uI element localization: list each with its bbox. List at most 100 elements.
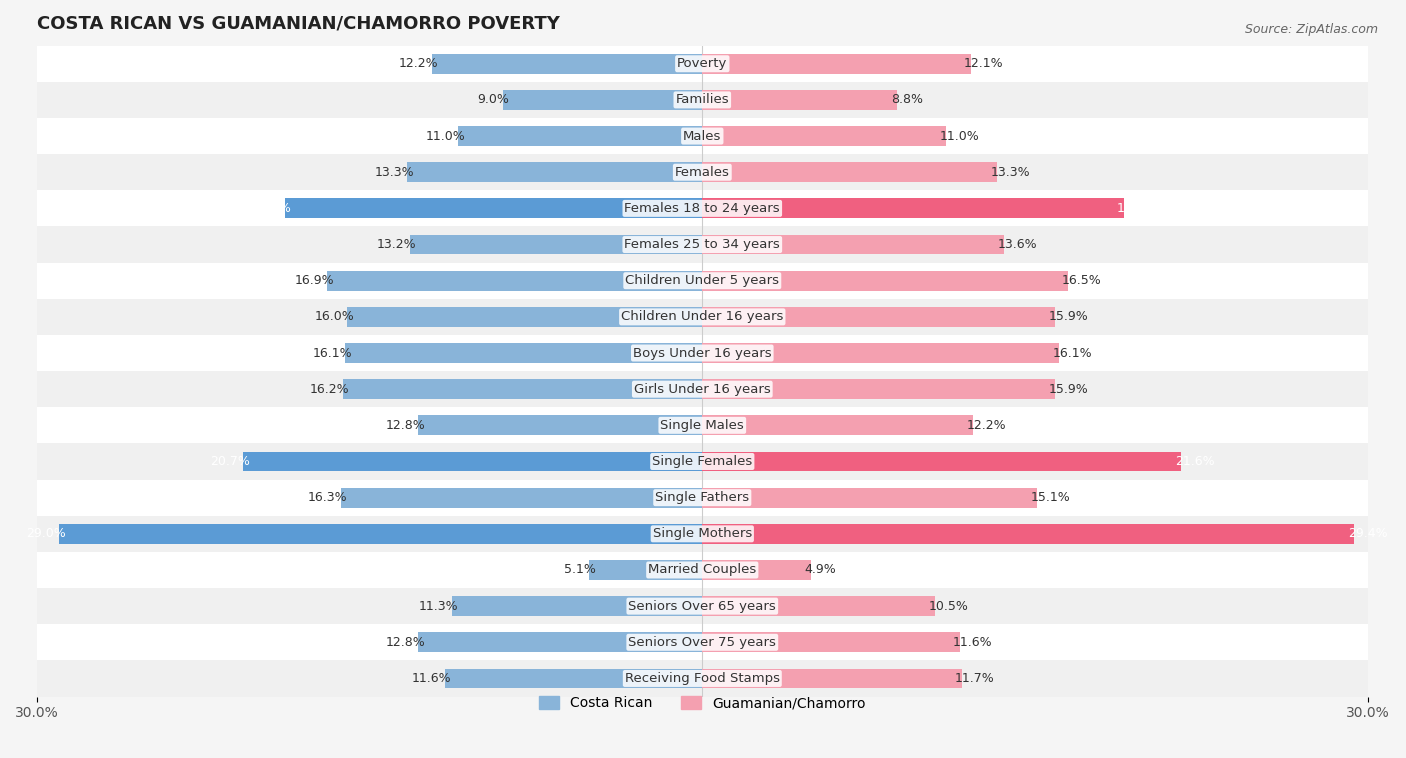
Text: Single Males: Single Males bbox=[661, 419, 744, 432]
Bar bbox=[37, 335, 1368, 371]
Text: Seniors Over 75 years: Seniors Over 75 years bbox=[628, 636, 776, 649]
Text: Families: Families bbox=[675, 93, 730, 106]
Text: 29.4%: 29.4% bbox=[1348, 528, 1388, 540]
Text: 12.2%: 12.2% bbox=[966, 419, 1005, 432]
Bar bbox=[703, 90, 897, 110]
Bar bbox=[37, 227, 1368, 262]
Text: 12.2%: 12.2% bbox=[399, 58, 439, 70]
Text: 10.5%: 10.5% bbox=[928, 600, 969, 612]
Text: Females 25 to 34 years: Females 25 to 34 years bbox=[624, 238, 780, 251]
Text: 5.1%: 5.1% bbox=[564, 563, 596, 577]
Bar bbox=[37, 82, 1368, 118]
Bar bbox=[409, 234, 703, 255]
Text: 13.3%: 13.3% bbox=[991, 166, 1031, 179]
Text: 11.0%: 11.0% bbox=[425, 130, 465, 143]
Bar bbox=[59, 524, 703, 543]
Text: 13.2%: 13.2% bbox=[377, 238, 416, 251]
Bar bbox=[703, 415, 973, 435]
Bar bbox=[703, 126, 946, 146]
Bar bbox=[37, 190, 1368, 227]
Text: 16.1%: 16.1% bbox=[1053, 346, 1092, 359]
Text: 15.1%: 15.1% bbox=[1031, 491, 1070, 504]
Bar bbox=[432, 54, 703, 74]
Text: 20.7%: 20.7% bbox=[209, 455, 250, 468]
Text: 16.2%: 16.2% bbox=[309, 383, 350, 396]
Text: 15.9%: 15.9% bbox=[1049, 310, 1088, 324]
Text: 18.8%: 18.8% bbox=[252, 202, 292, 215]
Bar bbox=[703, 524, 1354, 543]
Bar bbox=[703, 271, 1069, 290]
Text: 13.3%: 13.3% bbox=[374, 166, 413, 179]
Bar bbox=[37, 371, 1368, 407]
Text: 16.0%: 16.0% bbox=[315, 310, 354, 324]
Text: Single Fathers: Single Fathers bbox=[655, 491, 749, 504]
Text: Boys Under 16 years: Boys Under 16 years bbox=[633, 346, 772, 359]
Text: 13.6%: 13.6% bbox=[997, 238, 1038, 251]
Text: 16.5%: 16.5% bbox=[1062, 274, 1101, 287]
Bar bbox=[703, 199, 1123, 218]
Bar bbox=[340, 487, 703, 508]
Text: 4.9%: 4.9% bbox=[804, 563, 837, 577]
Bar bbox=[703, 669, 962, 688]
Bar bbox=[703, 162, 997, 182]
Text: COSTA RICAN VS GUAMANIAN/CHAMORRO POVERTY: COSTA RICAN VS GUAMANIAN/CHAMORRO POVERT… bbox=[37, 15, 560, 33]
Text: 16.1%: 16.1% bbox=[312, 346, 352, 359]
Text: 15.9%: 15.9% bbox=[1049, 383, 1088, 396]
Bar bbox=[243, 452, 703, 471]
Text: 9.0%: 9.0% bbox=[478, 93, 509, 106]
Text: Males: Males bbox=[683, 130, 721, 143]
Bar bbox=[37, 515, 1368, 552]
Bar bbox=[458, 126, 703, 146]
Bar bbox=[703, 452, 1181, 471]
Legend: Costa Rican, Guamanian/Chamorro: Costa Rican, Guamanian/Chamorro bbox=[533, 691, 872, 716]
Text: Girls Under 16 years: Girls Under 16 years bbox=[634, 383, 770, 396]
Text: Females 18 to 24 years: Females 18 to 24 years bbox=[624, 202, 780, 215]
Text: Married Couples: Married Couples bbox=[648, 563, 756, 577]
Bar bbox=[503, 90, 703, 110]
Text: 12.8%: 12.8% bbox=[385, 419, 425, 432]
Bar bbox=[37, 625, 1368, 660]
Text: 8.8%: 8.8% bbox=[891, 93, 922, 106]
Text: Source: ZipAtlas.com: Source: ZipAtlas.com bbox=[1244, 23, 1378, 36]
Text: Poverty: Poverty bbox=[678, 58, 727, 70]
Bar bbox=[285, 199, 703, 218]
Bar bbox=[37, 480, 1368, 515]
Bar bbox=[419, 415, 703, 435]
Text: 11.3%: 11.3% bbox=[419, 600, 458, 612]
Bar bbox=[37, 262, 1368, 299]
Bar bbox=[703, 379, 1054, 399]
Text: 21.6%: 21.6% bbox=[1175, 455, 1215, 468]
Text: Seniors Over 65 years: Seniors Over 65 years bbox=[628, 600, 776, 612]
Text: 12.8%: 12.8% bbox=[385, 636, 425, 649]
Bar bbox=[589, 560, 703, 580]
Bar bbox=[328, 271, 703, 290]
Text: 11.6%: 11.6% bbox=[953, 636, 993, 649]
Bar bbox=[343, 379, 703, 399]
Bar bbox=[37, 118, 1368, 154]
Text: Children Under 16 years: Children Under 16 years bbox=[621, 310, 783, 324]
Bar bbox=[347, 307, 703, 327]
Bar bbox=[703, 234, 1004, 255]
Bar bbox=[37, 299, 1368, 335]
Bar bbox=[446, 669, 703, 688]
Bar bbox=[419, 632, 703, 652]
Bar bbox=[408, 162, 703, 182]
Bar bbox=[451, 597, 703, 616]
Text: 11.7%: 11.7% bbox=[955, 672, 995, 685]
Text: 19.0%: 19.0% bbox=[1118, 202, 1157, 215]
Text: 16.9%: 16.9% bbox=[294, 274, 335, 287]
Bar bbox=[703, 560, 811, 580]
Bar bbox=[37, 588, 1368, 625]
Text: 11.0%: 11.0% bbox=[939, 130, 980, 143]
Bar bbox=[37, 660, 1368, 697]
Text: Children Under 5 years: Children Under 5 years bbox=[626, 274, 779, 287]
Bar bbox=[346, 343, 703, 363]
Bar bbox=[703, 597, 935, 616]
Text: Single Females: Single Females bbox=[652, 455, 752, 468]
Bar bbox=[703, 632, 959, 652]
Text: 11.6%: 11.6% bbox=[412, 672, 451, 685]
Bar bbox=[703, 307, 1054, 327]
Bar bbox=[703, 487, 1038, 508]
Text: Single Mothers: Single Mothers bbox=[652, 528, 752, 540]
Bar bbox=[37, 443, 1368, 480]
